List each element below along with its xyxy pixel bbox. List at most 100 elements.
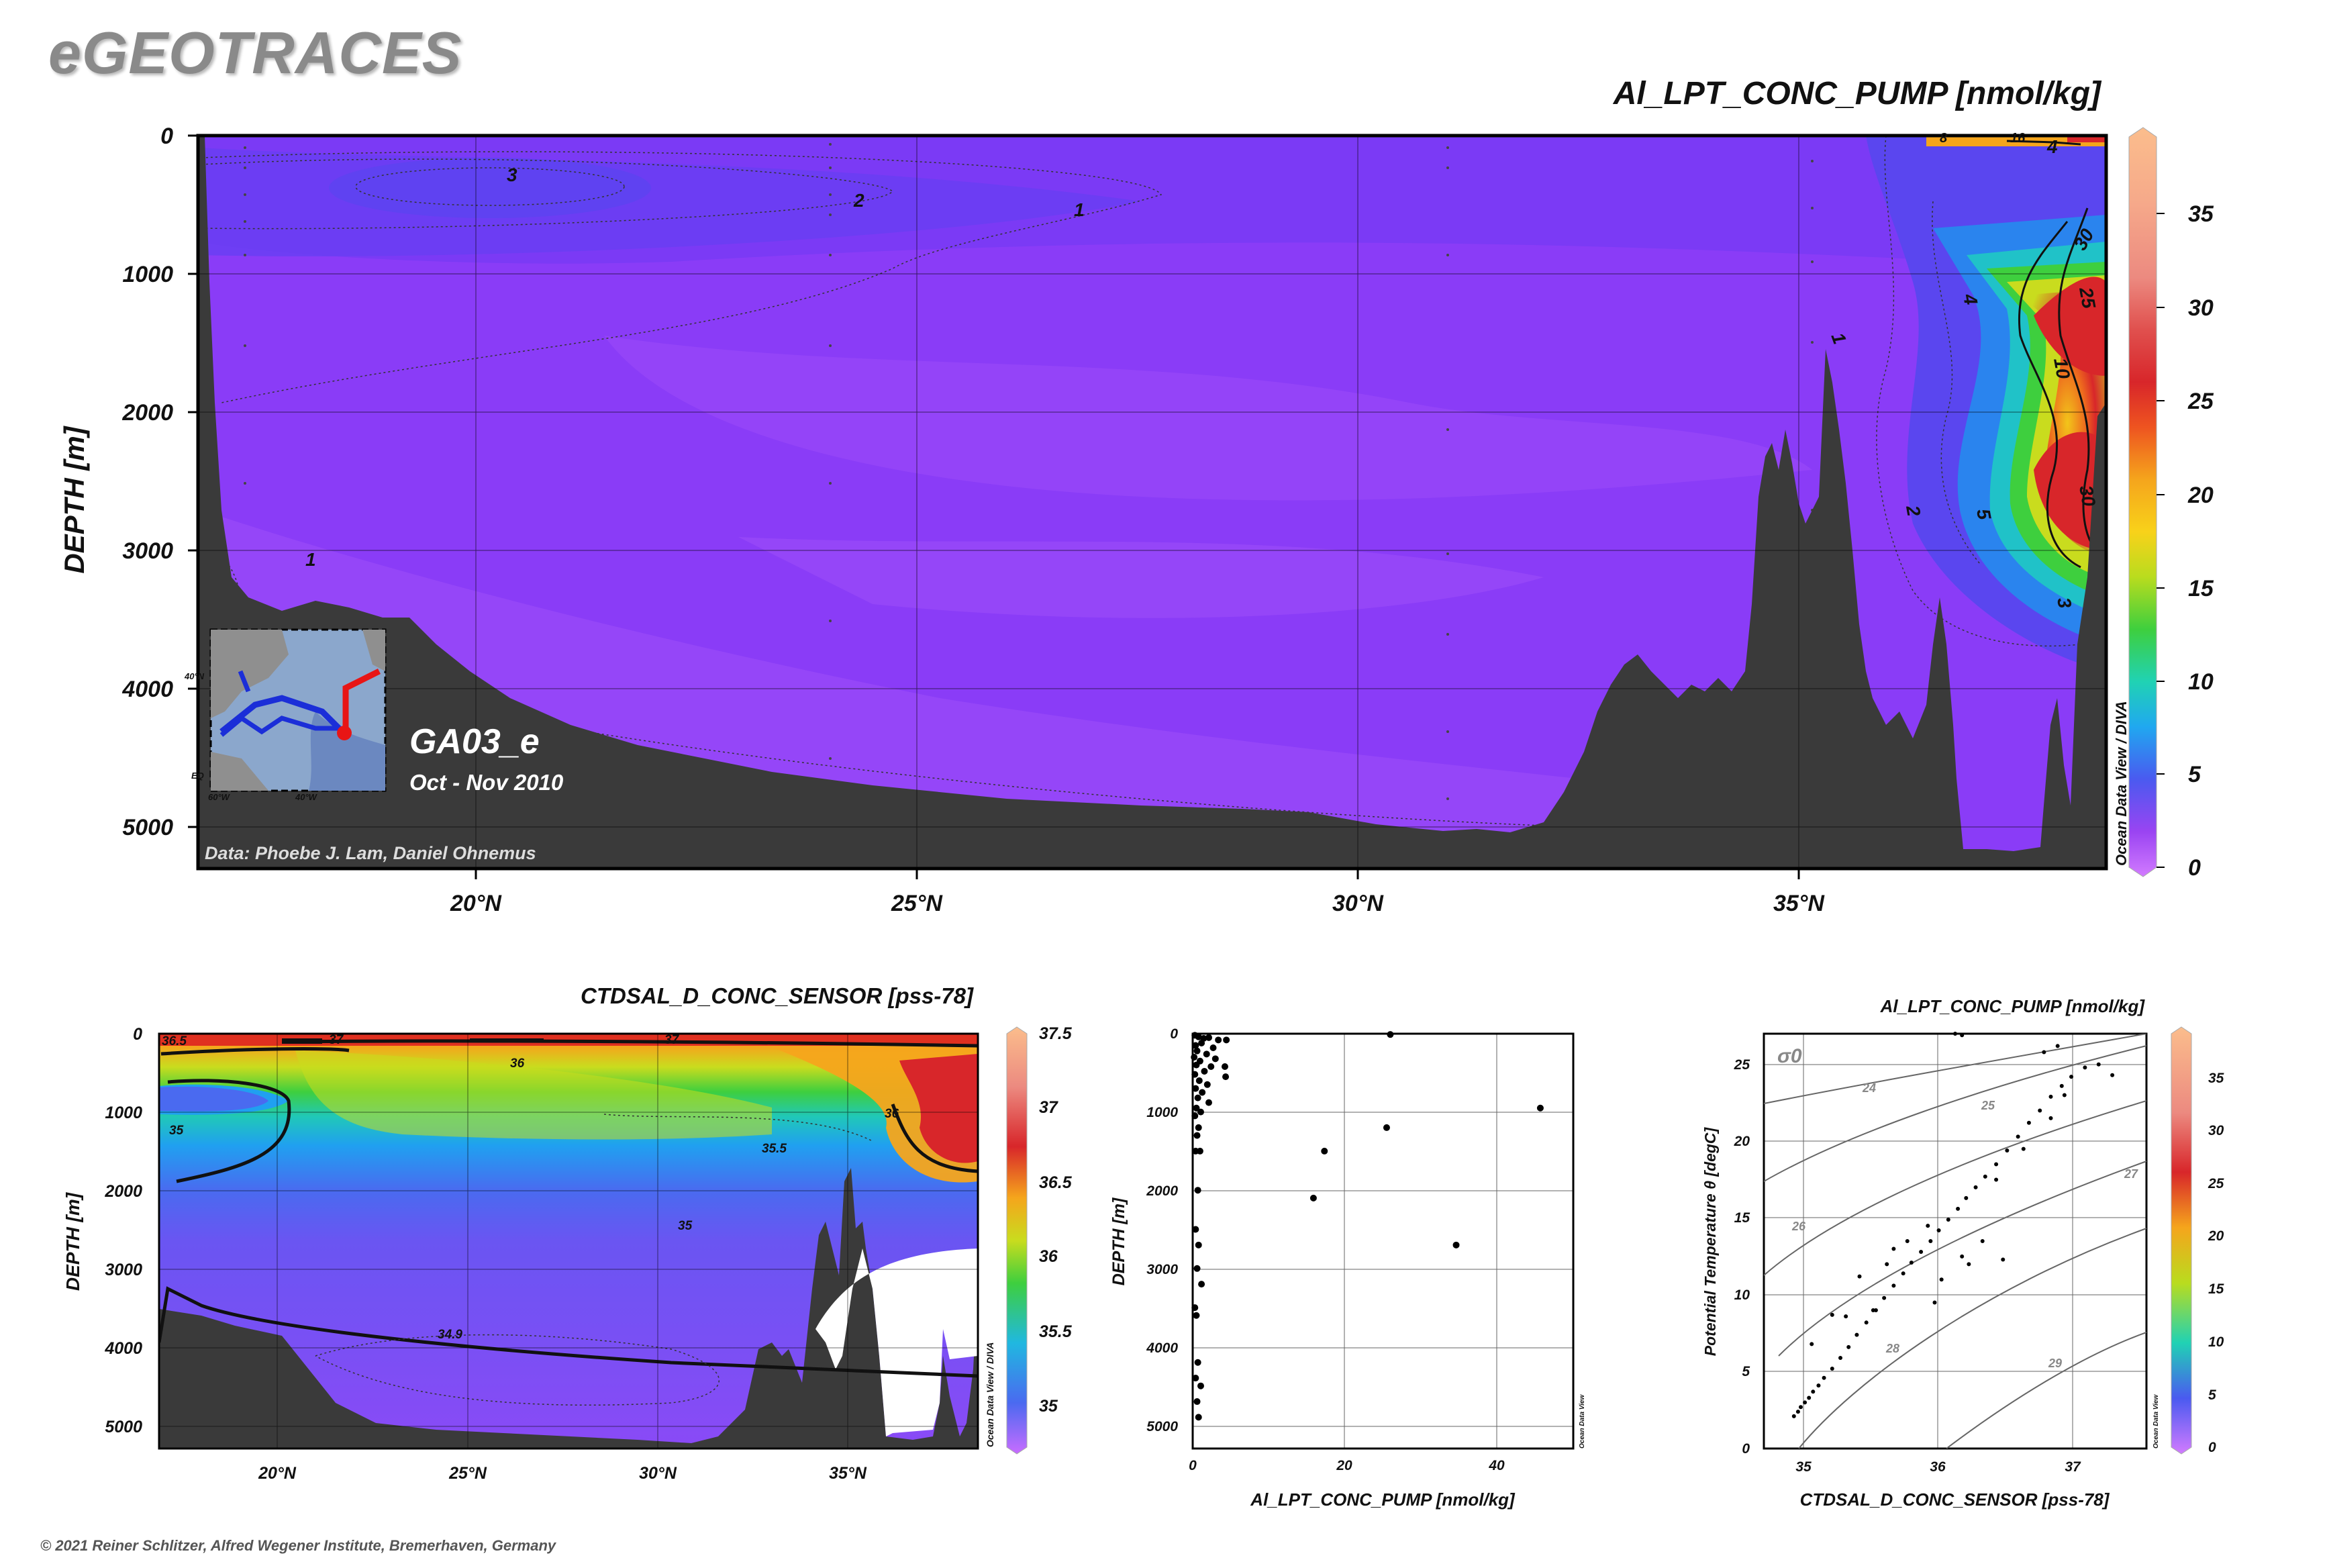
inset-label: 60°W — [208, 792, 231, 802]
sal-ytick: 5000 — [105, 1418, 142, 1436]
station-ticks-1 — [244, 146, 246, 485]
profile-point — [1221, 1063, 1228, 1070]
ts-point — [2016, 1134, 2020, 1139]
inset-label: 40°W — [295, 792, 318, 802]
ts-ytick: 5 — [1742, 1364, 1750, 1379]
density-label: 24 — [1862, 1081, 1876, 1095]
ts-point — [2026, 1120, 2031, 1125]
colorbar-tick: 0 — [2188, 855, 2201, 881]
inset-label: EQ — [191, 771, 204, 781]
profile-plot: Al_LPT_CONC_PUMP [nmol/kg] DEPTH [m] 0 1… — [1109, 1026, 1586, 1510]
profile-point — [1193, 1265, 1201, 1272]
ts-cbar-tick: 30 — [2208, 1123, 2224, 1138]
ts-cbar-tick: 35 — [2208, 1071, 2224, 1086]
copyright-text: © 2021 Reiner Schlitzer, Alfred Wegener … — [40, 1537, 556, 1554]
contour-label: 2 — [1902, 503, 1924, 518]
ts-ylabel: Potential Temperature θ [degC] — [1701, 1126, 1719, 1356]
contour-label: 2 — [853, 190, 864, 211]
ts-point — [1994, 1162, 1999, 1167]
main-ytick: 2000 — [121, 400, 173, 426]
ts-point — [1967, 1262, 1971, 1267]
ts-ytick: 20 — [1734, 1134, 1750, 1149]
contour-label: 5 — [1973, 507, 1995, 522]
profile-point — [1452, 1241, 1460, 1248]
profile-point — [1197, 1108, 1204, 1116]
contour-label: 10 — [2050, 356, 2074, 381]
sal-ytick: 3000 — [105, 1261, 142, 1279]
ts-point — [2048, 1116, 2053, 1120]
profile-ytick: 1000 — [1146, 1105, 1178, 1120]
main-ytick: 4000 — [121, 677, 173, 702]
profile-point — [1193, 1132, 1201, 1139]
profile-point — [1203, 1050, 1210, 1058]
ts-point — [1846, 1344, 1851, 1349]
ts-point — [1994, 1177, 1999, 1182]
ts-ytick: 15 — [1734, 1210, 1750, 1226]
ts-point — [1891, 1283, 1896, 1288]
sal-cbar-tick: 36.5 — [1039, 1173, 1073, 1192]
profile-point — [1197, 1382, 1204, 1389]
profile-point — [1191, 1071, 1199, 1078]
profile-xtick: 20 — [1336, 1458, 1352, 1473]
sal-cbar-tick: 37 — [1039, 1098, 1058, 1117]
ts-ytick: 0 — [1742, 1441, 1750, 1457]
density-label: 25 — [1981, 1099, 1995, 1112]
sal-cbar-tick: 36 — [1039, 1247, 1058, 1266]
ts-title: Al_LPT_CONC_PUMP [nmol/kg] — [1880, 996, 2146, 1016]
ts-point — [1854, 1332, 1859, 1337]
profile-point — [1201, 1067, 1208, 1075]
contour-label: 3 — [507, 164, 517, 185]
sal-xtick: 30°N — [639, 1464, 677, 1483]
profile-ytick: 3000 — [1146, 1262, 1178, 1277]
ts-point — [1864, 1320, 1869, 1325]
seafloor-main — [198, 136, 2106, 869]
contour-label: 4 — [2046, 136, 2058, 157]
ts-point — [2038, 1108, 2042, 1113]
sal-contour-label: 34.9 — [438, 1328, 462, 1342]
brand-title: eGEOTRACES — [48, 19, 462, 86]
contour-label: 4 — [1959, 292, 1981, 307]
profile-point — [1309, 1194, 1317, 1202]
main-ytick: 0 — [160, 124, 173, 149]
ts-point — [1946, 1217, 1950, 1222]
profile-point — [1193, 1312, 1200, 1319]
main-colorbar: 35 30 25 20 15 10 5 0 — [2128, 127, 2214, 881]
main-section-chart: 3 2 1 1 1 4 2 5 3 10 30 25 30 4 8 16 Al_… — [58, 76, 2214, 916]
ts-cbar-tick: 20 — [2208, 1228, 2224, 1244]
ts-point — [1973, 1185, 1978, 1189]
ts-point — [2005, 1148, 2010, 1153]
profile-point — [1195, 1241, 1202, 1248]
ts-point — [1980, 1239, 1985, 1243]
profile-point — [1191, 1112, 1199, 1120]
ts-point — [1939, 1277, 1944, 1282]
ts-point — [1882, 1295, 1887, 1300]
ts-point — [1936, 1228, 1941, 1232]
profile-point — [1205, 1099, 1212, 1106]
profile-point — [1195, 1077, 1203, 1084]
ts-point — [1928, 1239, 1933, 1243]
profile-point — [1222, 1073, 1230, 1081]
ts-cbar-tick: 25 — [2208, 1176, 2224, 1191]
ts-point — [2001, 1257, 2006, 1262]
ts-point — [2055, 1044, 2060, 1048]
ts-point — [1795, 1410, 1800, 1414]
profile-point — [1198, 1281, 1205, 1288]
ts-point — [1838, 1355, 1842, 1360]
sal-ytick: 4000 — [104, 1339, 142, 1358]
contour-label: 8 — [1940, 131, 1948, 146]
density-label: 26 — [1791, 1220, 1806, 1233]
sal-ytick: 2000 — [104, 1182, 142, 1201]
contour-label: 3 — [2053, 596, 2075, 610]
sal-contour-label: 35 — [169, 1124, 184, 1138]
profile-point — [1191, 1304, 1199, 1312]
ts-point — [1791, 1414, 1796, 1418]
ts-point — [2110, 1073, 2115, 1077]
profile-point — [1196, 1147, 1203, 1155]
contour-label: 16 — [2010, 131, 2026, 146]
contour-label: 1 — [1074, 199, 1085, 220]
profile-point — [1193, 1047, 1201, 1055]
ts-xlabel: CTDSAL_D_CONC_SENSOR [pss-78] — [1800, 1489, 2110, 1510]
profile-xtick: 40 — [1488, 1458, 1505, 1473]
main-xtick: 20°N — [450, 891, 502, 916]
ts-point — [1807, 1395, 1812, 1400]
